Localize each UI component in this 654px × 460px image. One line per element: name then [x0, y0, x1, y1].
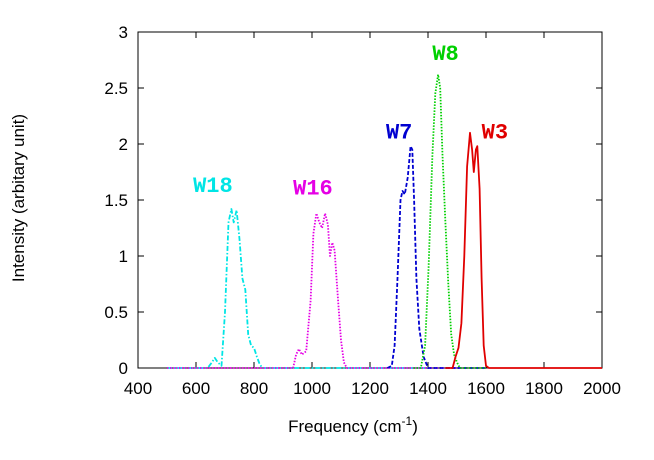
series-line-w16 — [167, 212, 486, 369]
series-line-w7 — [386, 145, 486, 369]
peak-label-w3: W3 — [482, 120, 508, 145]
y-tick-label: 1 — [119, 247, 128, 266]
y-axis-title: Intensity (arbitary unit) — [9, 114, 28, 282]
x-tick-label: 800 — [240, 379, 268, 398]
y-tick-label: 1.5 — [104, 191, 128, 210]
x-tick-label: 1000 — [293, 379, 331, 398]
x-tick-label: 600 — [182, 379, 210, 398]
x-tick-label: 1600 — [467, 379, 505, 398]
x-tick-label: 1800 — [525, 379, 563, 398]
series-line-w18 — [167, 208, 428, 369]
series-line-w3 — [445, 131, 602, 369]
x-tick-label: 400 — [124, 379, 152, 398]
peak-label-w8: W8 — [432, 42, 458, 67]
plot-frame — [137, 31, 603, 369]
x-axis-ticks: 400 600 800 1000 1200 1400 1600 1800 2000 — [124, 32, 621, 398]
y-tick-label: 2.5 — [104, 79, 128, 98]
peak-label-w16: W16 — [293, 176, 333, 201]
y-tick-label: 3 — [119, 23, 128, 42]
x-tick-label: 2000 — [583, 379, 621, 398]
x-axis-title: Frequency (cm-1) — [288, 414, 418, 436]
y-tick-label: 2 — [119, 135, 128, 154]
series-group — [167, 73, 602, 369]
series-line-w8 — [413, 73, 486, 369]
y-axis-ticks: 0 0.5 1 1.5 2 2.5 3 — [104, 23, 602, 378]
peak-label-w18: W18 — [193, 174, 233, 199]
y-tick-label: 0.5 — [104, 303, 128, 322]
plot-border — [137, 31, 603, 369]
peak-label-w7: W7 — [386, 120, 412, 145]
peak-labels: W18 W16 W7 W8 W3 — [193, 42, 508, 201]
y-tick-label: 0 — [119, 359, 128, 378]
x-tick-label: 1200 — [351, 379, 389, 398]
x-tick-label: 1400 — [409, 379, 447, 398]
